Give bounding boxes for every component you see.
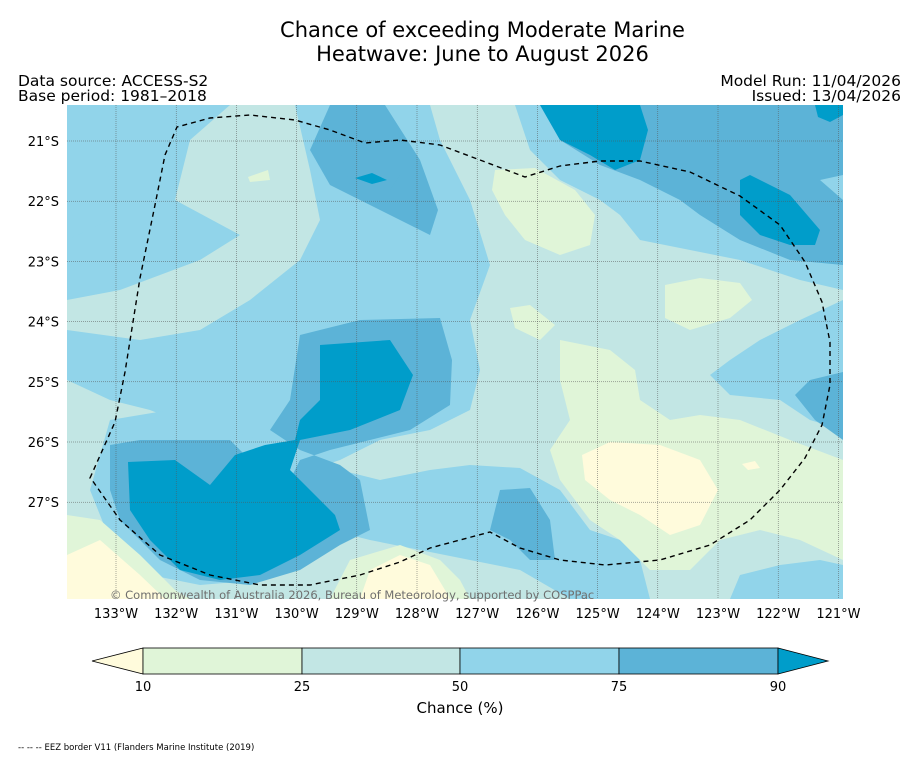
lat-tick-label: 21°S xyxy=(28,135,59,150)
graticule xyxy=(67,105,843,599)
colorbar-extend-high xyxy=(777,647,830,675)
field-lt10-south-center xyxy=(360,555,450,599)
field-90-southwest xyxy=(128,340,413,580)
lon-tick-label: 126°W xyxy=(515,607,559,622)
lon-tick-label: 122°W xyxy=(756,607,800,622)
field-10-25-east xyxy=(665,278,752,330)
colorbar-tick-label: 50 xyxy=(452,680,469,695)
colorbar-tick-label: 75 xyxy=(611,680,628,695)
field-50-75-southeast xyxy=(730,560,843,599)
eez-note: -- -- -- EEZ border V11 (Flanders Marine… xyxy=(18,743,255,753)
lat-tick-label: 23°S xyxy=(28,255,59,270)
latitude-labels: 21°S 22°S 23°S 24°S 25°S 26°S 27°S xyxy=(28,135,59,511)
field-90-east xyxy=(740,175,820,245)
field-90-small-blob xyxy=(355,173,387,184)
field-75-90-southcenter xyxy=(490,488,555,560)
colorbar: 10 25 50 75 90 xyxy=(91,647,830,695)
lon-tick-label: 132°W xyxy=(154,607,198,622)
lat-tick-label: 24°S xyxy=(28,316,59,331)
field-90-ne-corner xyxy=(815,105,843,122)
lon-tick-label: 130°W xyxy=(275,607,319,622)
colorbar-label: Chance (%) xyxy=(417,699,504,717)
base-period: Base period: 1981–2018 xyxy=(18,87,207,105)
title-line-1: Chance of exceeding Moderate Marine xyxy=(280,18,685,42)
field-10-25-small xyxy=(248,170,270,182)
issued-date: Issued: 13/04/2026 xyxy=(751,87,901,105)
lon-tick-label: 124°W xyxy=(636,607,680,622)
lon-tick-label: 131°W xyxy=(214,607,258,622)
field-90-northeast xyxy=(540,105,648,170)
lat-tick-label: 26°S xyxy=(28,436,59,451)
meta-left: Data source: ACCESS-S2 Base period: 1981… xyxy=(18,72,209,105)
eez-border xyxy=(89,114,831,586)
data-source: Data source: ACCESS-S2 xyxy=(18,72,209,90)
model-run: Model Run: 11/04/2026 xyxy=(720,72,901,90)
lon-tick-label: 125°W xyxy=(576,607,620,622)
probability-field xyxy=(67,105,843,599)
colorbar-segment xyxy=(459,647,620,675)
lon-tick-label: 128°W xyxy=(395,607,439,622)
colorbar-tick-label: 90 xyxy=(770,680,787,695)
field-50-75-west-2 xyxy=(67,110,140,240)
colorbar-tick-label: 10 xyxy=(135,680,152,695)
colorbar-tick-label: 25 xyxy=(294,680,311,695)
colorbar-segment xyxy=(301,647,461,675)
field-10-25-center xyxy=(510,305,555,340)
meta-right: Model Run: 11/04/2026 Issued: 13/04/2026 xyxy=(720,72,901,105)
field-10-25-south-east xyxy=(550,340,843,570)
lon-tick-label: 123°W xyxy=(696,607,740,622)
field-50-75-west xyxy=(67,105,240,300)
lat-tick-label: 22°S xyxy=(28,195,59,210)
colorbar-extend-low xyxy=(91,647,144,675)
lon-tick-label: 127°W xyxy=(455,607,499,622)
lon-tick-label: 133°W xyxy=(94,607,138,622)
field-10-25-north xyxy=(492,168,595,255)
copyright-text: © Commonwealth of Australia 2026, Bureau… xyxy=(110,588,594,602)
title-line-2: Heatwave: June to August 2026 xyxy=(316,42,649,66)
map-title: Chance of exceeding Moderate Marine Heat… xyxy=(0,18,919,66)
field-lt10-east xyxy=(582,442,718,535)
field-lt10-small xyxy=(742,461,760,470)
longitude-labels: 133°W 132°W 131°W 130°W 129°W 128°W 127°W 126°W… xyxy=(94,607,861,622)
colorbar-segment xyxy=(618,647,779,675)
colorbar-segment xyxy=(142,647,303,675)
field-75-90-east xyxy=(795,372,843,440)
lon-tick-label: 121°W xyxy=(816,607,860,622)
lat-tick-label: 27°S xyxy=(28,496,59,511)
lon-tick-label: 129°W xyxy=(335,607,379,622)
lat-tick-label: 25°S xyxy=(28,376,59,391)
